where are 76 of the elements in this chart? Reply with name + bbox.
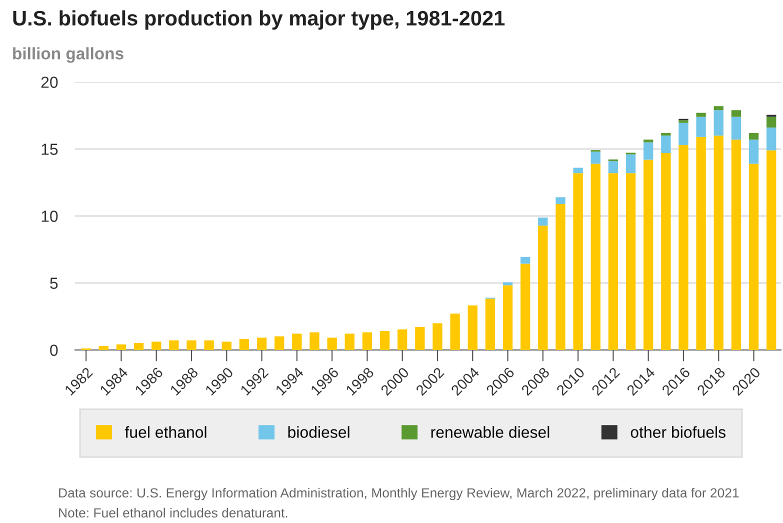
- bar: [714, 110, 724, 136]
- bar: [134, 343, 144, 350]
- legend-label: renewable diesel: [431, 426, 550, 438]
- bar: [731, 140, 742, 350]
- bar: [678, 144, 688, 350]
- bar: [731, 116, 742, 140]
- bar: [556, 204, 566, 350]
- text: Note: Fuel ethanol includes denaturant.: [59, 508, 288, 518]
- bar: [590, 152, 600, 164]
- bar: [239, 339, 250, 350]
- bar: [538, 218, 548, 226]
- bar: [450, 314, 460, 350]
- bar: [556, 197, 566, 204]
- bar: [222, 342, 232, 350]
- bar: [608, 173, 618, 350]
- legend-label: biodiesel: [288, 426, 350, 438]
- bar: [678, 122, 688, 145]
- bar: [608, 161, 618, 174]
- bar: [502, 285, 513, 350]
- bar: [696, 112, 706, 117]
- bar: [626, 154, 636, 174]
- y-tick-label: 0: [50, 344, 58, 356]
- bar: [186, 340, 196, 350]
- bar: [538, 226, 548, 350]
- bar: [766, 116, 776, 128]
- bar: [152, 342, 162, 350]
- y-tick-label: 10: [42, 210, 58, 222]
- bar: [169, 340, 179, 350]
- bar: [98, 346, 108, 350]
- bar: [644, 140, 654, 142]
- bar: [310, 332, 320, 350]
- bar: [731, 110, 742, 117]
- legend-label: other biofuels: [630, 426, 726, 438]
- bar: [292, 334, 302, 350]
- y-tick-label: 20: [41, 76, 58, 88]
- bar: [644, 142, 654, 160]
- bar: [661, 136, 671, 154]
- bar: [468, 305, 478, 350]
- bar: [748, 164, 759, 350]
- bar: [327, 338, 337, 350]
- bar: [590, 164, 600, 350]
- bar: [502, 282, 513, 286]
- bar: [204, 340, 214, 350]
- bar: [362, 332, 372, 350]
- bar: [766, 150, 776, 350]
- bar: [256, 338, 267, 350]
- bar: [748, 132, 759, 140]
- bar: [274, 336, 284, 350]
- bar: [398, 329, 408, 350]
- bar: [644, 160, 654, 350]
- bar: [344, 334, 354, 350]
- bar: [696, 136, 706, 350]
- y-axis-title: billion gallons: [13, 47, 124, 63]
- bar: [380, 330, 390, 350]
- bar: [661, 132, 671, 136]
- bar: [520, 257, 530, 264]
- y-tick-label: 15: [42, 144, 58, 155]
- bar: [661, 153, 671, 350]
- bar: [714, 136, 724, 350]
- bar: [520, 264, 530, 350]
- bar: [432, 323, 442, 350]
- y-tick-label: 5: [50, 278, 58, 289]
- bar: [485, 298, 496, 350]
- bar: [714, 106, 724, 110]
- bar: [116, 344, 126, 350]
- source-note: Data source: U.S. Energy Information Administration, Monthly Energy Review, March 2022, preliminary data for 2021: [59, 488, 739, 500]
- chart-title: U.S. biofuels production by major type, 1981-2021: [13, 10, 505, 30]
- bar: [678, 120, 688, 123]
- bar: [573, 168, 583, 174]
- legend-label: fuel ethanol: [124, 426, 206, 438]
- bar: [415, 326, 425, 350]
- bar: [748, 140, 759, 164]
- bar: [696, 116, 706, 137]
- bar: [626, 173, 636, 350]
- bar: [573, 173, 583, 350]
- bar: [766, 128, 776, 150]
